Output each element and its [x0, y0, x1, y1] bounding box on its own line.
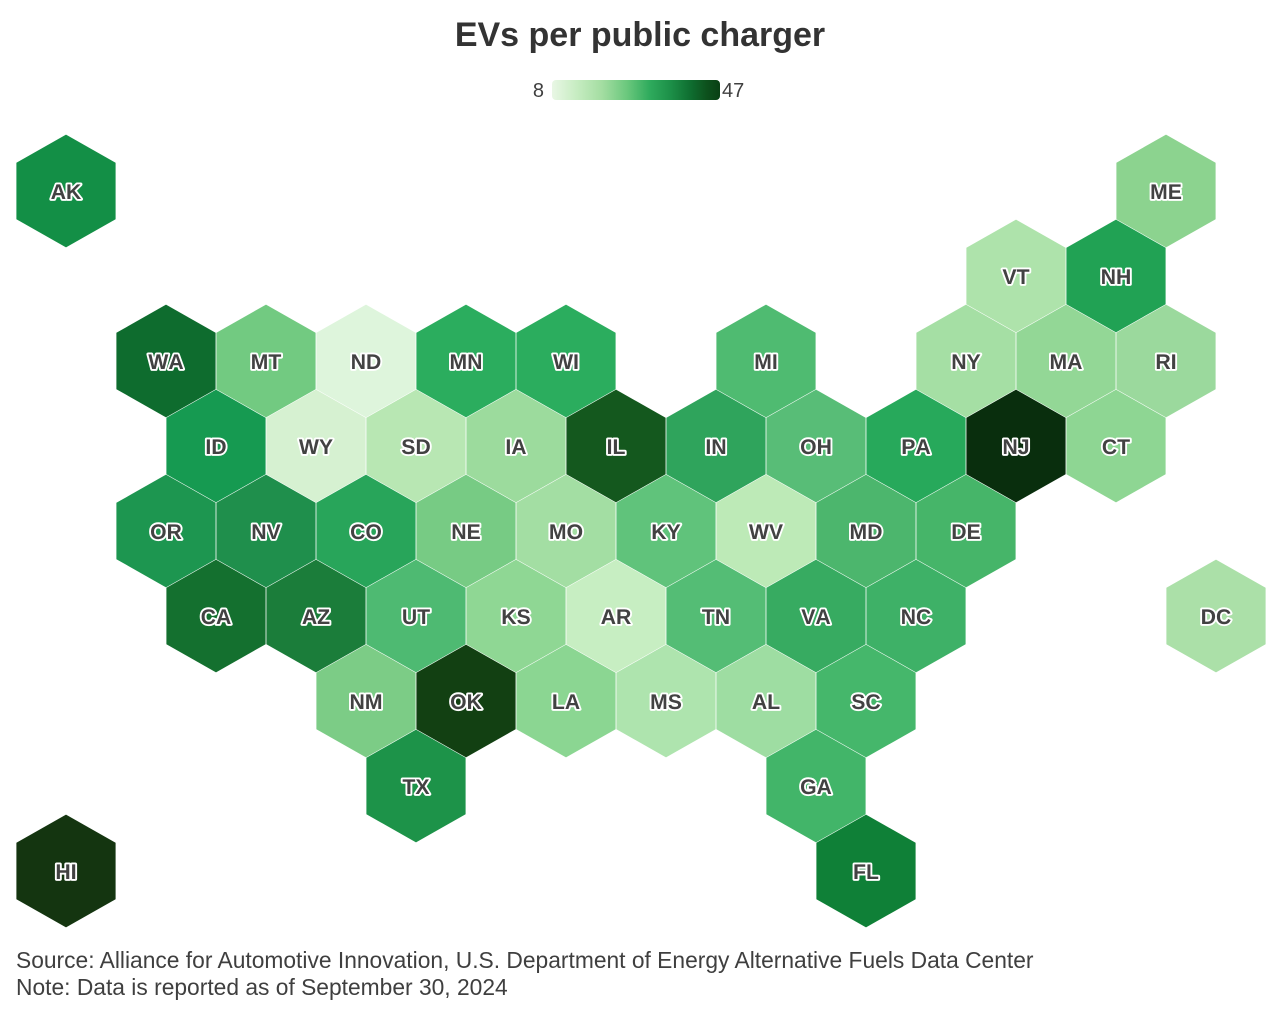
svg-text:Source: Alliance for Automotiv: Source: Alliance for Automotive Innovati… — [16, 947, 1034, 973]
svg-text:Note: Data is reported as of S: Note: Data is reported as of September 3… — [16, 974, 508, 1000]
svg-text:8: 8 — [533, 80, 544, 102]
svg-text:EVs per public charger: EVs per public charger — [455, 16, 825, 54]
svg-text:47: 47 — [722, 80, 744, 102]
